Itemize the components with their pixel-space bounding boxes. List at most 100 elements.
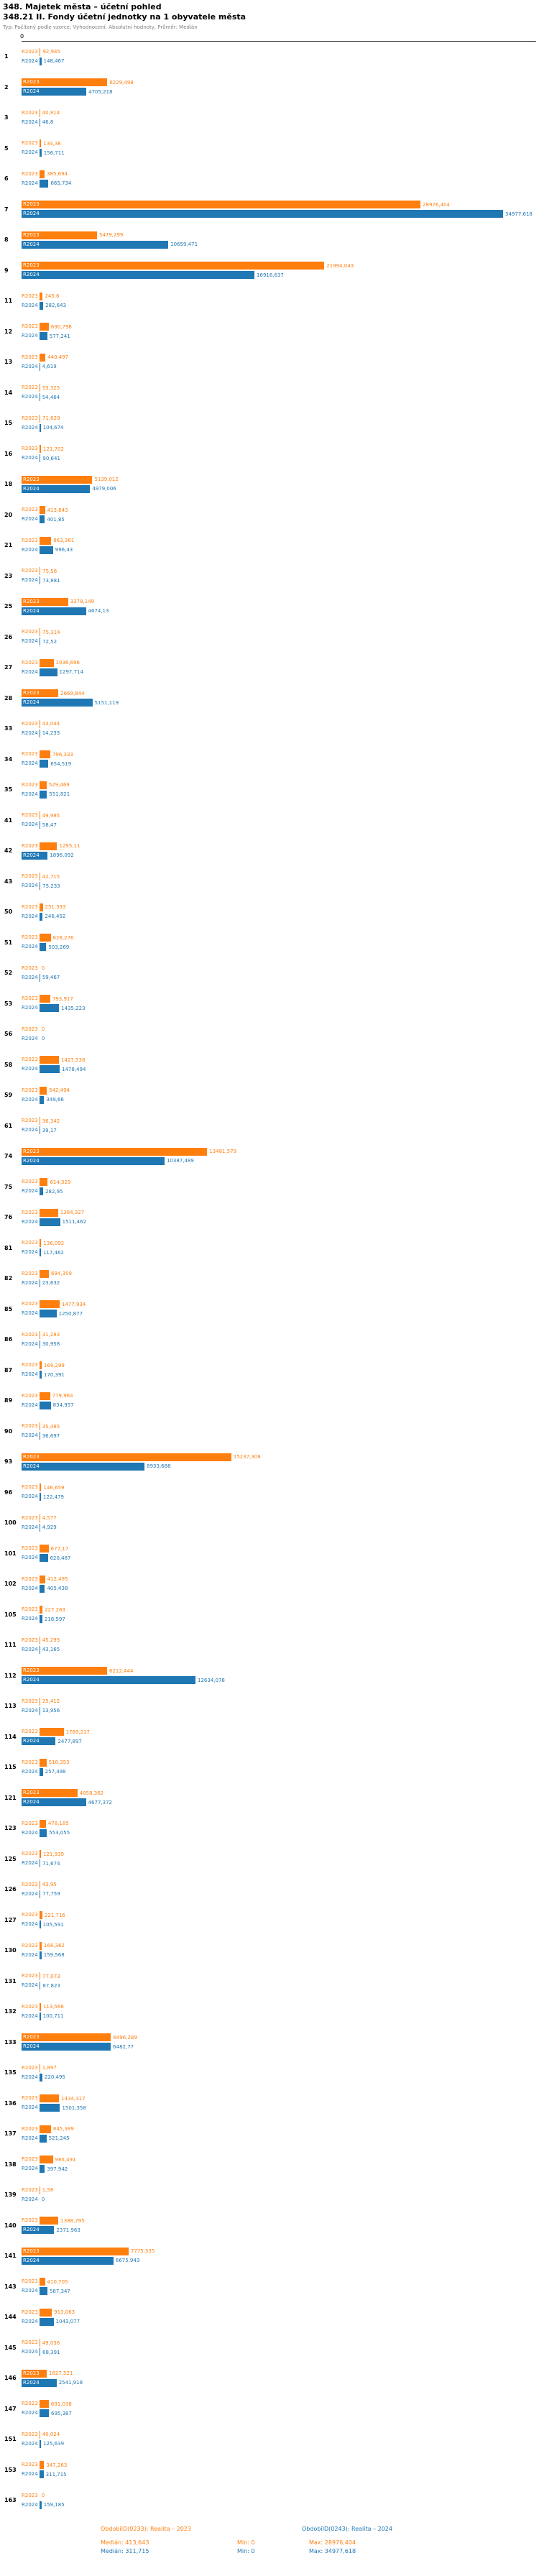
bar-r2024[interactable] [39, 2134, 47, 2143]
bar-r2023[interactable] [39, 1575, 45, 1583]
bar-r2023[interactable] [39, 1850, 42, 1859]
bar-r2024[interactable]: R2024 [22, 851, 48, 860]
bar-r2024[interactable]: R2024 [22, 2043, 111, 2051]
bar-r2023[interactable] [39, 1361, 42, 1370]
bar-r2023[interactable] [39, 445, 42, 454]
bar-r2024[interactable]: R2024 [22, 1798, 86, 1807]
bar-r2024[interactable] [39, 1615, 42, 1624]
bar-r2023[interactable]: R2023 [22, 475, 93, 484]
bar-r2023[interactable] [39, 139, 42, 148]
bar-r2024[interactable] [39, 1554, 48, 1563]
bar-r2024[interactable] [39, 1310, 57, 1318]
bar-r2024[interactable]: R2024 [22, 484, 91, 493]
bar-r2024[interactable] [39, 149, 42, 157]
bar-r2023[interactable] [39, 1300, 60, 1309]
bar-r2023[interactable] [39, 2461, 45, 2470]
bar-r2023[interactable]: R2023 [22, 2033, 111, 2042]
bar-r2024[interactable] [39, 790, 47, 799]
bar-r2023[interactable]: R2023 [22, 597, 68, 606]
bar-r2023[interactable] [39, 750, 50, 759]
bar-r2024[interactable]: R2024 [22, 2226, 55, 2235]
bar-r2024[interactable] [39, 515, 45, 524]
bar-r2024[interactable] [39, 1493, 42, 1501]
bar-r2023[interactable] [39, 2217, 59, 2225]
bar-r2024[interactable]: R2024 [22, 1462, 145, 1471]
bar-r2023[interactable]: R2023 [22, 78, 108, 87]
bar-r2024[interactable] [39, 1828, 47, 1837]
bar-r2023[interactable]: R2023 [22, 1667, 107, 1675]
bar-r2024[interactable] [39, 1401, 51, 1409]
bar-r2024[interactable] [39, 2501, 42, 2509]
bar-r2024[interactable] [39, 423, 41, 432]
bar-r2023[interactable] [39, 1911, 42, 1920]
bar-r2024[interactable] [39, 2317, 54, 2326]
bar-r2024[interactable] [39, 668, 57, 676]
bar-r2024[interactable] [39, 1920, 41, 1929]
bar-r2024[interactable] [39, 2439, 42, 2448]
bar-r2023[interactable]: R2023 [22, 1789, 78, 1798]
bar-r2023[interactable]: R2023 [22, 262, 325, 270]
bar-r2024[interactable] [39, 179, 49, 188]
bar-r2024[interactable]: R2024 [22, 1737, 56, 1746]
bar-r2023[interactable]: R2023 [22, 689, 59, 698]
bar-r2023[interactable] [39, 1606, 43, 1614]
bar-r2024[interactable] [39, 454, 41, 463]
bar-r2023[interactable]: R2023 [22, 1453, 231, 1461]
bar-r2024[interactable] [39, 760, 49, 768]
bar-r2024[interactable] [39, 57, 42, 65]
bar-r2023[interactable] [39, 842, 57, 850]
bar-r2024[interactable] [39, 943, 47, 952]
bar-r2023[interactable] [39, 1056, 60, 1064]
bar-r2024[interactable]: R2024 [22, 2256, 114, 2265]
bar-r2024[interactable] [39, 332, 47, 341]
bar-r2023[interactable] [39, 1178, 48, 1187]
bar-r2023[interactable] [39, 170, 45, 178]
bar-r2024[interactable]: R2024 [22, 1156, 165, 1165]
bar-r2024[interactable] [39, 1951, 42, 1959]
bar-r2023[interactable] [39, 1545, 49, 1553]
bar-r2024[interactable] [39, 1187, 44, 1196]
bar-r2023[interactable] [39, 2002, 41, 2011]
bar-r2024[interactable] [39, 912, 43, 921]
bar-r2023[interactable] [39, 1239, 42, 1248]
bar-r2023[interactable]: R2023 [22, 231, 97, 239]
bar-r2023[interactable] [39, 323, 49, 331]
bar-r2023[interactable] [39, 1086, 47, 1095]
bar-r2024[interactable] [39, 301, 44, 310]
bar-r2024[interactable] [39, 1248, 41, 1257]
bar-r2024[interactable] [39, 1004, 60, 1013]
bar-r2024[interactable] [39, 1767, 43, 1776]
bar-r2023[interactable] [39, 2156, 53, 2164]
bar-r2024[interactable]: R2024 [22, 2378, 57, 2387]
bar-r2023[interactable] [39, 903, 43, 911]
bar-r2024[interactable] [39, 2409, 49, 2418]
bar-r2023[interactable] [39, 781, 47, 789]
bar-r2023[interactable] [39, 934, 51, 942]
bar-r2024[interactable] [39, 546, 53, 554]
bar-r2023[interactable] [39, 2308, 52, 2317]
bar-r2023[interactable] [39, 1819, 46, 1828]
bar-r2023[interactable]: R2023 [22, 2369, 47, 2378]
bar-r2024[interactable]: R2024 [22, 240, 169, 249]
bar-r2024[interactable]: R2024 [22, 88, 87, 96]
bar-r2023[interactable] [39, 995, 50, 1003]
bar-r2024[interactable] [39, 1218, 60, 1226]
bar-r2023[interactable]: R2023 [22, 201, 421, 209]
bar-r2023[interactable] [39, 658, 54, 667]
bar-r2024[interactable] [39, 2012, 41, 2020]
bar-r2023[interactable] [39, 2278, 45, 2286]
bar-r2024[interactable]: R2024 [22, 699, 93, 707]
bar-r2024[interactable] [39, 2073, 42, 2082]
bar-r2023[interactable] [39, 536, 52, 545]
bar-r2023[interactable] [39, 1484, 42, 1492]
bar-r2024[interactable] [39, 2287, 47, 2296]
bar-r2023[interactable] [39, 1392, 50, 1400]
bar-r2024[interactable] [39, 2470, 44, 2479]
bar-r2023[interactable] [39, 1208, 58, 1217]
bar-r2023[interactable] [39, 1941, 42, 1950]
bar-r2023[interactable]: R2023 [22, 2247, 129, 2255]
bar-r2023[interactable] [39, 2094, 60, 2103]
bar-r2024[interactable] [39, 1065, 60, 1074]
bar-r2023[interactable] [39, 1758, 47, 1767]
bar-r2024[interactable] [39, 1584, 45, 1593]
